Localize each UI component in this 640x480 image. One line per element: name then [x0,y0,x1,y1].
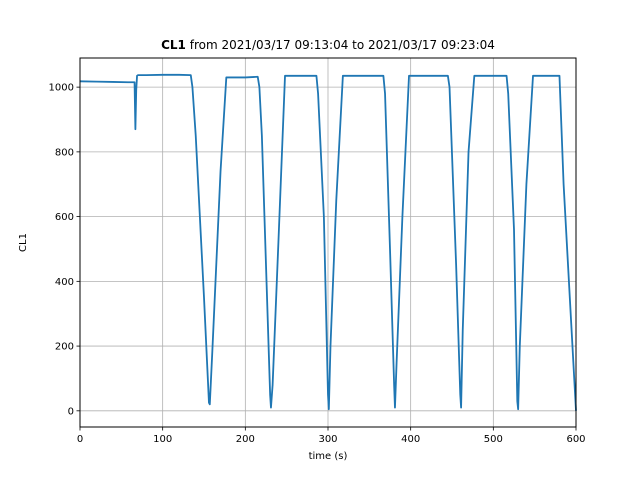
chart-title: CL1 from 2021/03/17 09:13:04 to 2021/03/… [161,38,495,52]
x-tick-label: 600 [566,434,585,445]
x-tick-label: 400 [401,434,420,445]
series-line [79,73,577,411]
chart-title-bold: CL1 [161,38,186,52]
y-tick-label: 1000 [49,83,74,94]
grid-lines [79,58,577,427]
x-tick-label: 300 [318,434,337,445]
x-axis-label: time (s) [309,451,348,462]
chart-title-rest: from 2021/03/17 09:13:04 to 2021/03/17 0… [186,38,495,52]
x-tick-label: 500 [484,434,503,445]
y-tick-label: 600 [55,212,74,223]
x-tick-label: 100 [153,434,172,445]
y-axis-label: CL1 [18,233,29,252]
y-tick-label: 400 [55,277,74,288]
y-tick-label: 0 [68,406,74,417]
x-tick-label: 200 [236,434,255,445]
axis-ticks: 0 100 200 300 400 500 600 0 200 400 600 800 1000 [49,83,586,445]
x-tick-label: 0 [77,434,83,445]
y-tick-label: 800 [55,147,74,158]
y-tick-label: 200 [55,342,74,353]
series-layer [79,73,577,411]
